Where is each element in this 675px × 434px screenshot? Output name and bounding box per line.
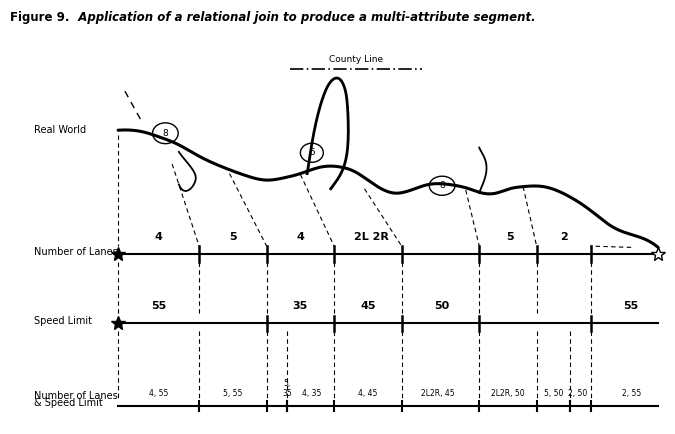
Ellipse shape — [153, 123, 178, 144]
Text: 5,
35: 5, 35 — [282, 379, 292, 398]
Text: 2L 2R: 2L 2R — [354, 232, 389, 242]
Text: Speed Limit: Speed Limit — [34, 316, 92, 326]
Text: & Speed Limit: & Speed Limit — [34, 398, 103, 408]
Text: 5: 5 — [229, 232, 237, 242]
Text: 4, 55: 4, 55 — [149, 389, 168, 398]
Text: Number of Lanes: Number of Lanes — [34, 391, 117, 401]
Text: 5, 55: 5, 55 — [223, 389, 242, 398]
Text: 55: 55 — [151, 301, 166, 311]
Ellipse shape — [429, 176, 455, 195]
Text: 55: 55 — [624, 301, 639, 311]
Text: County Line: County Line — [329, 55, 383, 64]
Text: 50: 50 — [435, 301, 450, 311]
Text: Application of a relational join to produce a multi-attribute segment.: Application of a relational join to prod… — [70, 11, 535, 24]
Text: 2, 55: 2, 55 — [622, 389, 641, 398]
Text: 5, 50: 5, 50 — [544, 389, 563, 398]
Text: 5: 5 — [309, 148, 315, 157]
Text: 4: 4 — [155, 232, 163, 242]
Text: 2, 50: 2, 50 — [568, 389, 587, 398]
Text: 2L2R, 50: 2L2R, 50 — [491, 389, 524, 398]
Text: Real World: Real World — [34, 125, 86, 135]
Text: 2: 2 — [560, 232, 568, 242]
Ellipse shape — [300, 143, 323, 162]
Text: 4, 45: 4, 45 — [358, 389, 377, 398]
Text: 35: 35 — [293, 301, 308, 311]
Text: 4, 35: 4, 35 — [302, 389, 321, 398]
Text: 4: 4 — [296, 232, 304, 242]
Text: 5: 5 — [506, 232, 514, 242]
Text: 45: 45 — [360, 301, 375, 311]
Text: Figure 9.: Figure 9. — [10, 11, 70, 24]
Text: 8: 8 — [163, 129, 168, 138]
Text: 8: 8 — [439, 181, 445, 190]
Text: 2L2R, 45: 2L2R, 45 — [421, 389, 454, 398]
Text: Number of Lanes: Number of Lanes — [34, 247, 117, 257]
